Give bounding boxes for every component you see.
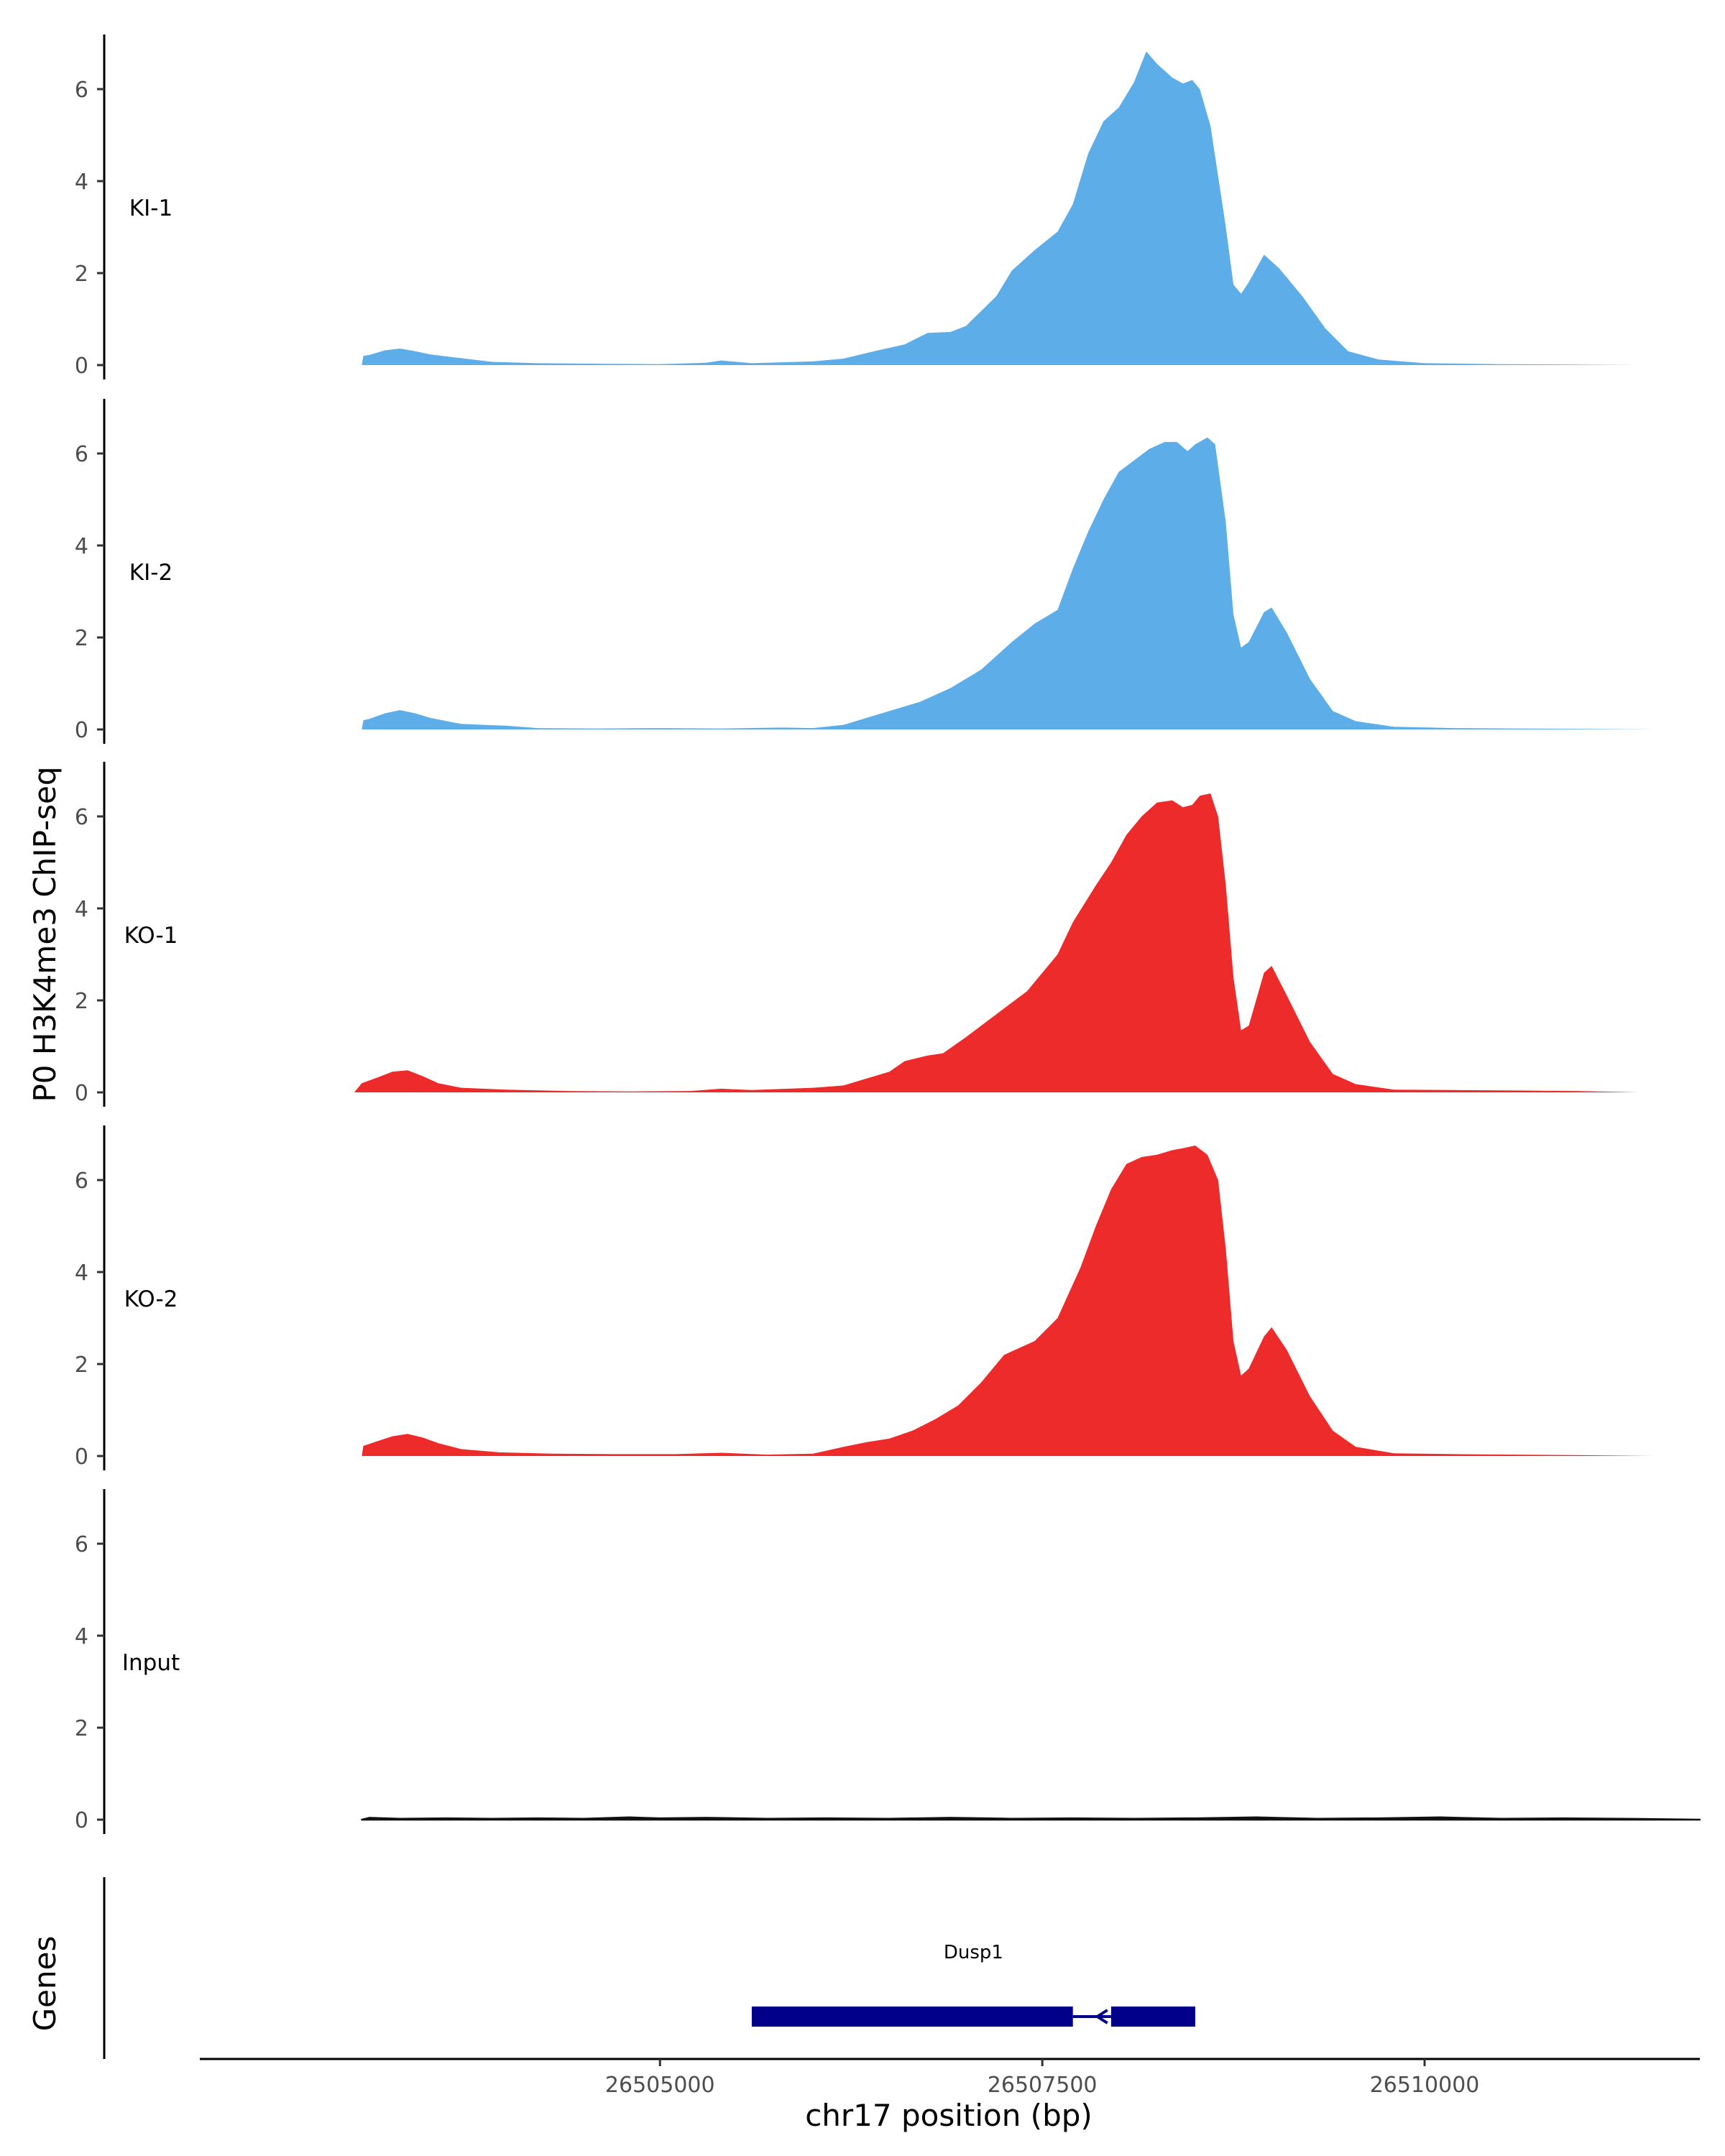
tracks-group: 0 2 4 6 KI-1 0 2 4 6 KI-2 0 2 4 6 KO-1 0 2 4 6 KO-2 0 2 4 6 Inpu… — [75, 34, 1701, 1834]
y-tick-label: 6 — [75, 1532, 88, 1557]
y-tick-label: 2 — [75, 262, 88, 287]
signal-area-ko-1 — [354, 793, 1700, 1092]
y-tick-label: 0 — [75, 1081, 88, 1106]
y-tick-label: 6 — [75, 78, 88, 103]
track-input: 0 2 4 6 Input — [75, 1489, 1701, 1834]
y-tick-label: 2 — [75, 989, 88, 1014]
track-label: KI-2 — [129, 560, 172, 586]
gene-exon — [1110, 2007, 1195, 2027]
genes-panel: Dusp1 — [103, 1877, 1195, 2059]
signal-area-ki-2 — [362, 437, 1700, 729]
y-tick-label: 0 — [75, 1445, 88, 1470]
y-tick-label: 4 — [75, 534, 88, 559]
signal-area-ki-1 — [362, 51, 1700, 365]
y-tick-label: 0 — [75, 1808, 88, 1833]
x-axis: 26505000 26507500 26510000 — [200, 2058, 1700, 2098]
y-tick-label: 0 — [75, 718, 88, 743]
track-label: KO-1 — [124, 923, 178, 949]
gene-label: Dusp1 — [944, 1942, 1003, 1963]
track-ki-2: 0 2 4 6 KI-2 — [75, 399, 1700, 744]
x-axis-title: chr17 position (bp) — [805, 2098, 1092, 2133]
y-tick-label: 0 — [75, 354, 88, 379]
y-tick-label: 2 — [75, 1716, 88, 1741]
y-tick-label: 6 — [75, 442, 88, 467]
y-axis-title: P0 H3K4me3 ChIP-seq — [27, 766, 63, 1102]
x-tick-label: 26507500 — [988, 2073, 1098, 2098]
genes-axis-title: Genes — [27, 1936, 63, 2032]
x-tick-label: 26510000 — [1370, 2073, 1480, 2098]
signal-area-input — [361, 1816, 1701, 1821]
track-ko-2: 0 2 4 6 KO-2 — [75, 1125, 1700, 1470]
y-tick-label: 2 — [75, 1353, 88, 1378]
track-ko-1: 0 2 4 6 KO-1 — [75, 762, 1700, 1107]
y-tick-label: 4 — [75, 170, 88, 195]
signal-area-ko-2 — [362, 1146, 1700, 1456]
track-label: Input — [122, 1650, 180, 1676]
track-ki-1: 0 2 4 6 KI-1 — [75, 34, 1700, 379]
y-tick-label: 6 — [75, 1169, 88, 1194]
x-tick-label: 26505000 — [605, 2073, 715, 2098]
strand-arrow-icon — [1095, 2009, 1108, 2024]
gene-exon — [751, 2007, 1073, 2027]
y-tick-label: 4 — [75, 1261, 88, 1286]
track-label: KO-2 — [124, 1286, 178, 1312]
y-tick-label: 4 — [75, 1624, 88, 1649]
track-label: KI-1 — [129, 195, 172, 221]
y-tick-label: 2 — [75, 626, 88, 651]
y-tick-label: 4 — [75, 897, 88, 922]
y-tick-label: 6 — [75, 805, 88, 830]
